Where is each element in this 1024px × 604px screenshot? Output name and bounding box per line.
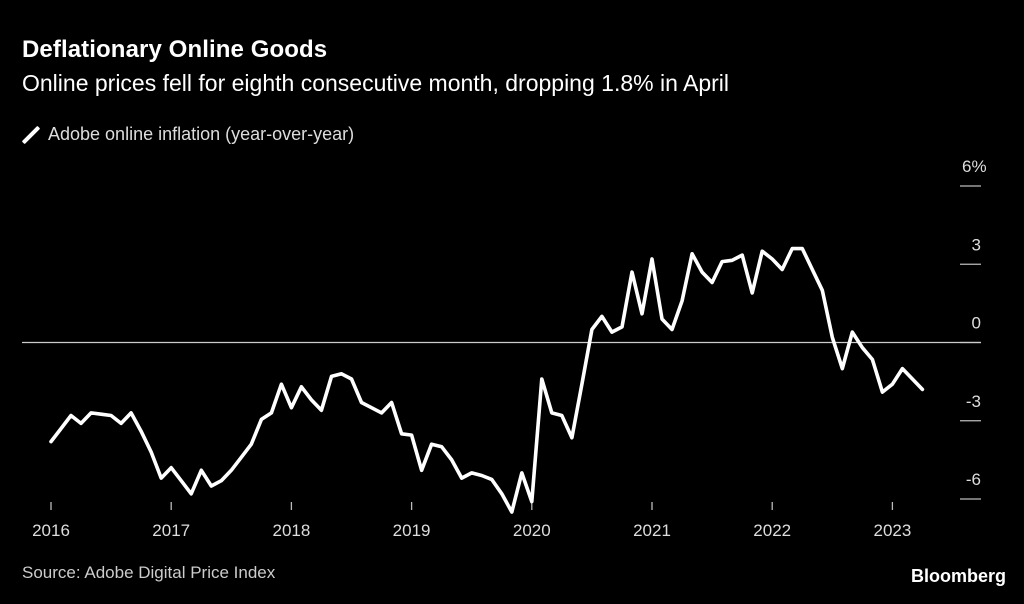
y-tick-label: 3 bbox=[972, 235, 981, 254]
y-tick-label: -6 bbox=[966, 470, 981, 489]
x-tick-label: 2021 bbox=[633, 521, 671, 540]
chart-subtitle: Online prices fell for eighth consecutiv… bbox=[22, 70, 730, 96]
y-tick-label: 6% bbox=[962, 157, 987, 176]
y-tick-label: 0 bbox=[972, 314, 981, 333]
bloomberg-logo: Bloomberg bbox=[910, 566, 1006, 586]
y-tick-label: -3 bbox=[966, 392, 981, 411]
x-tick-label: 2020 bbox=[513, 521, 551, 540]
y-axis: 6% 3 0 -3 -6 bbox=[960, 157, 987, 500]
x-tick-label: 2019 bbox=[393, 521, 431, 540]
source-note: Source: Adobe Digital Price Index bbox=[22, 563, 276, 582]
series-line-adobe-online-inflation bbox=[49, 246, 925, 514]
chart-title: Deflationary Online Goods bbox=[22, 36, 328, 63]
legend: Adobe online inflation (year-over-year) bbox=[22, 124, 354, 145]
x-axis: 2016 2017 2018 2019 2020 2021 2022 2023 bbox=[32, 502, 911, 540]
x-tick-label: 2023 bbox=[873, 521, 911, 540]
x-tick-label: 2018 bbox=[272, 521, 310, 540]
legend-label: Adobe online inflation (year-over-year) bbox=[48, 124, 355, 144]
x-tick-label: 2016 bbox=[32, 521, 70, 540]
x-tick-label: 2017 bbox=[152, 521, 190, 540]
x-tick-label: 2022 bbox=[753, 521, 791, 540]
